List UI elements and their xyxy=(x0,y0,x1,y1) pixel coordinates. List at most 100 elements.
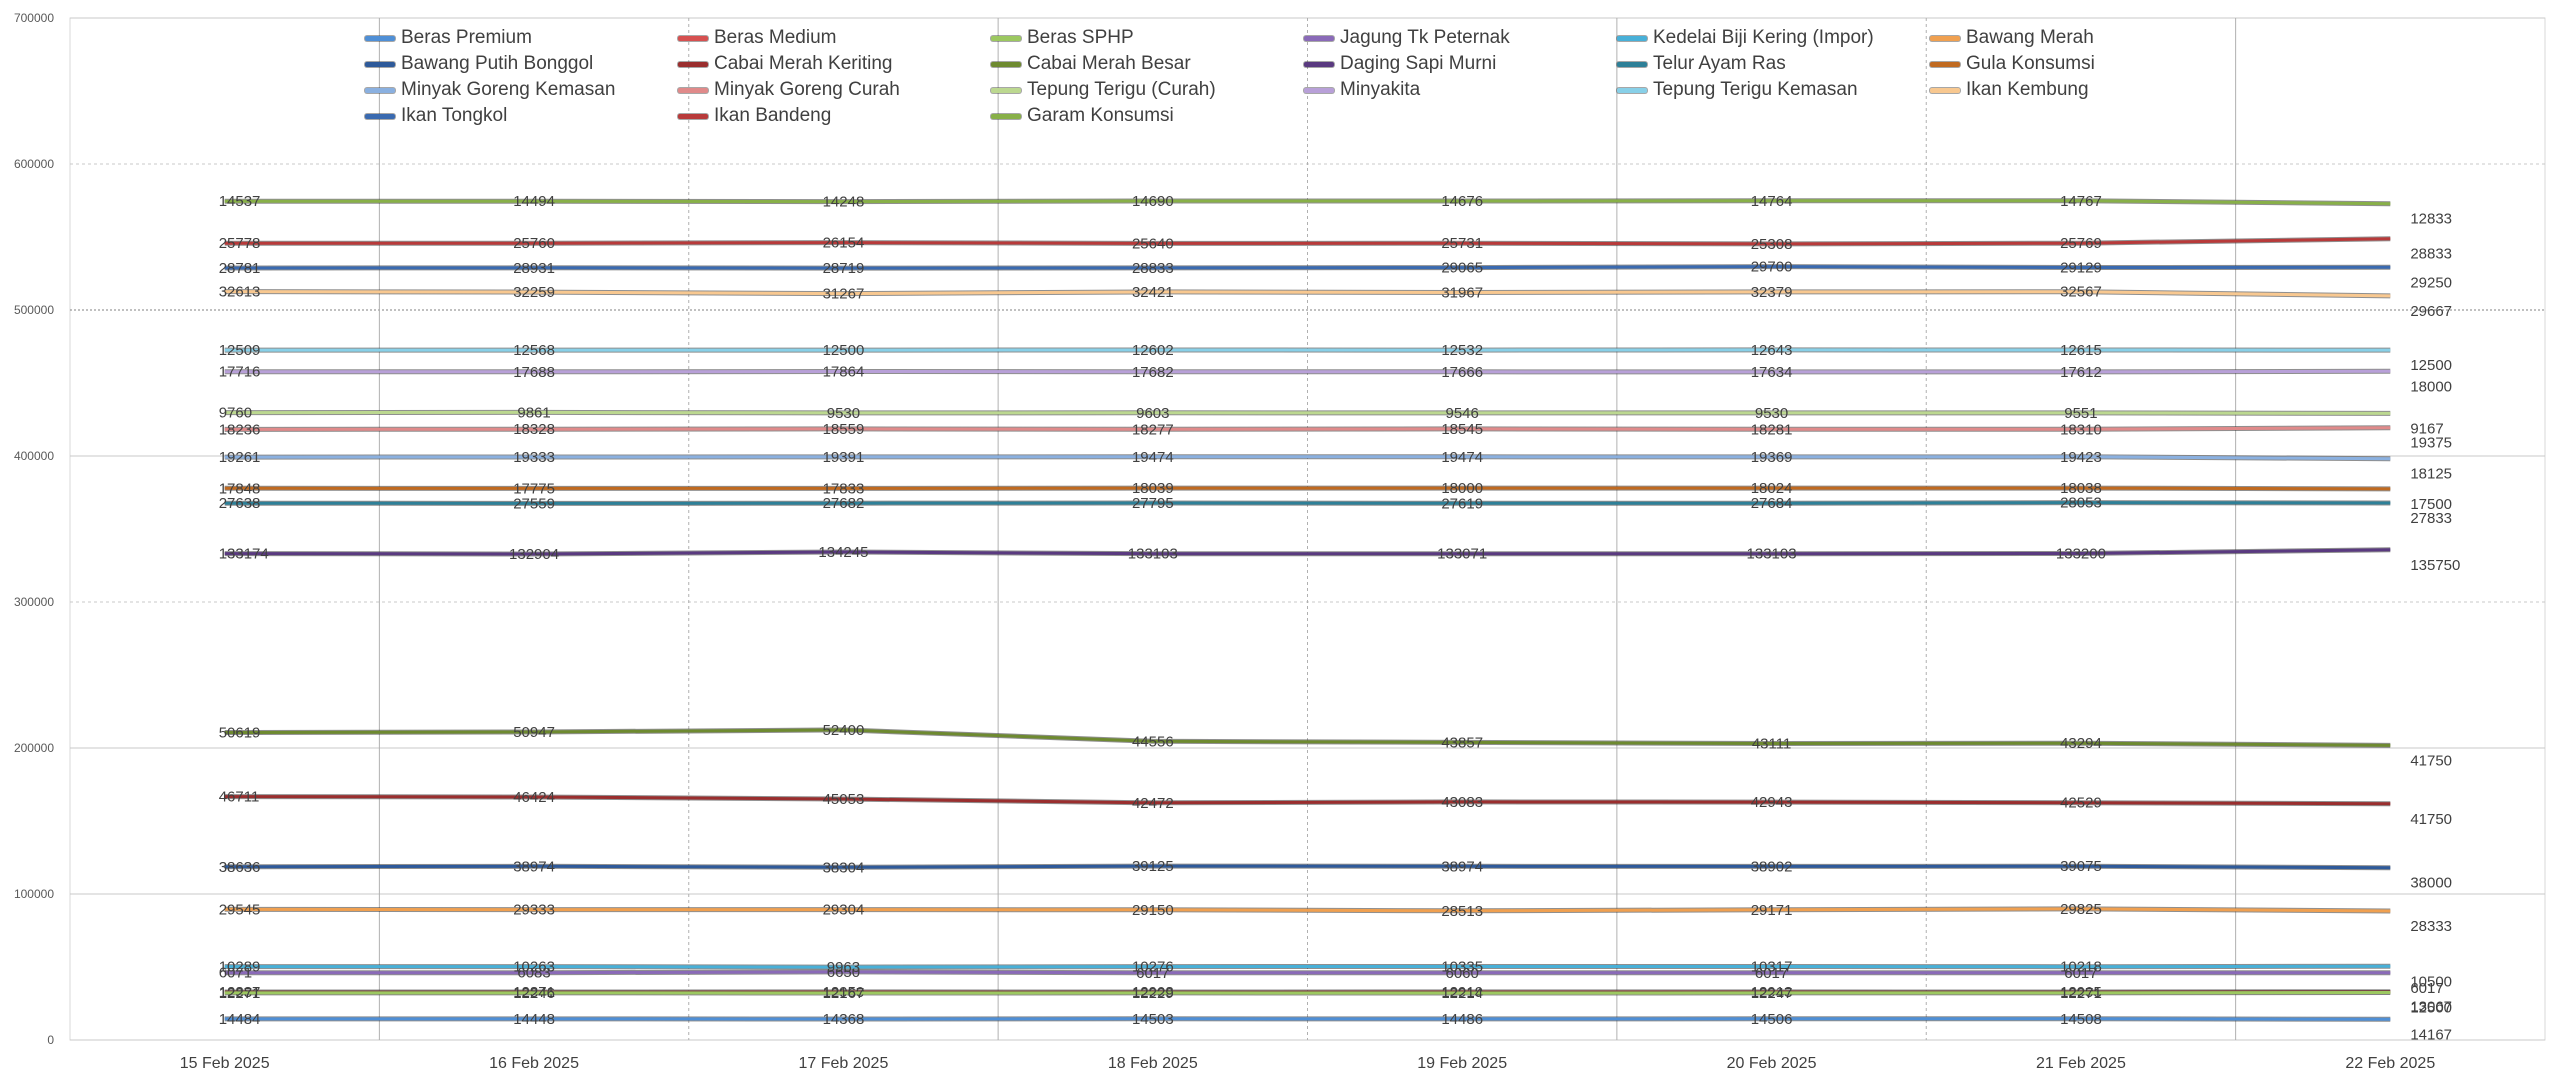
data-label: 9530 xyxy=(827,405,860,422)
data-label: 12532 xyxy=(1441,342,1483,359)
data-label: 18310 xyxy=(2060,421,2102,438)
data-label: 29250 xyxy=(2410,274,2452,291)
legend-swatch xyxy=(1617,61,1647,67)
data-label: 31267 xyxy=(823,286,865,303)
data-label: 38902 xyxy=(1751,858,1793,875)
legend-swatch xyxy=(1930,87,1960,93)
x-tick-label: 19 Feb 2025 xyxy=(1417,1055,1507,1072)
data-label: 9963 xyxy=(827,959,860,976)
data-label: 17833 xyxy=(823,480,865,497)
data-label: 19474 xyxy=(1132,449,1174,466)
data-label: 29171 xyxy=(1751,902,1793,919)
data-label: 12643 xyxy=(1751,342,1793,359)
x-tick-label: 22 Feb 2025 xyxy=(2345,1055,2435,1072)
legend-item: Cabai Merah Besar xyxy=(991,51,1191,77)
legend-swatch xyxy=(365,35,395,41)
data-label: 9551 xyxy=(2064,405,2097,422)
series-line xyxy=(224,1017,2391,1021)
legend-label: Daging Sapi Murni xyxy=(1340,53,1497,74)
data-label: 12500 xyxy=(2410,1000,2452,1017)
legend-item: Tepung Terigu Kemasan xyxy=(1617,77,1858,103)
data-label: 18545 xyxy=(1441,421,1483,438)
data-label: 12509 xyxy=(219,342,261,359)
y-tick-label: 100000 xyxy=(14,887,54,901)
legend-swatch xyxy=(991,35,1021,41)
data-label: 41750 xyxy=(2410,752,2452,769)
data-label: 18000 xyxy=(2410,378,2452,395)
data-label: 44556 xyxy=(1132,733,1174,750)
data-label: 12167 xyxy=(823,985,865,1002)
legend-label: Bawang Putih Bonggol xyxy=(401,53,594,74)
y-tick-label: 400000 xyxy=(14,449,54,463)
legend-item: Garam Konsumsi xyxy=(991,103,1174,129)
legend-label: Beras SPHP xyxy=(1027,27,1134,48)
data-label: 14690 xyxy=(1132,193,1174,210)
legend-swatch xyxy=(365,87,395,93)
legend-item: Daging Sapi Murni xyxy=(1304,51,1496,77)
data-label: 28513 xyxy=(1441,903,1483,920)
data-label: 18000 xyxy=(1441,480,1483,497)
legend-label: Beras Medium xyxy=(714,27,837,48)
legend-item: Bawang Merah xyxy=(1930,25,2094,51)
x-tick-label: 21 Feb 2025 xyxy=(2036,1055,2126,1072)
data-label: 134245 xyxy=(818,544,868,561)
data-label: 17848 xyxy=(219,480,261,497)
series-line xyxy=(224,410,2391,415)
data-label: 14506 xyxy=(1751,1011,1793,1028)
data-label: 12229 xyxy=(1132,985,1174,1002)
data-label: 6017 xyxy=(1755,965,1788,982)
legend-swatch xyxy=(991,113,1021,119)
data-label: 19261 xyxy=(219,449,261,466)
legend-item: Bawang Putih Bonggol xyxy=(365,51,593,77)
data-label: 10335 xyxy=(1441,959,1483,976)
data-label: 14484 xyxy=(219,1011,261,1028)
data-label: 9760 xyxy=(219,405,252,422)
data-label: 52400 xyxy=(823,722,865,739)
data-label: 18559 xyxy=(823,421,865,438)
data-label: 12247 xyxy=(1751,985,1793,1002)
series-line xyxy=(224,728,2391,747)
data-label: 14537 xyxy=(219,193,261,210)
data-label: 133071 xyxy=(1437,546,1487,563)
legend-item: Ikan Tongkol xyxy=(365,103,507,129)
data-label: 12615 xyxy=(2060,342,2102,359)
data-label: 29545 xyxy=(219,901,261,918)
legend-label: Ikan Kembung xyxy=(1966,79,2089,100)
data-label: 32379 xyxy=(1751,284,1793,301)
data-label: 19474 xyxy=(1441,449,1483,466)
data-label: 133103 xyxy=(1747,546,1797,563)
data-label: 25640 xyxy=(1132,235,1174,252)
y-tick-label: 300000 xyxy=(14,595,54,609)
data-label: 27638 xyxy=(219,495,261,512)
series-line xyxy=(224,991,2391,995)
data-label: 45053 xyxy=(823,791,865,808)
data-label: 28833 xyxy=(2410,246,2452,263)
data-label: 132904 xyxy=(509,546,559,563)
data-label: 19333 xyxy=(513,449,555,466)
data-label: 32567 xyxy=(2060,284,2102,301)
data-label: 32421 xyxy=(1132,284,1174,301)
data-label: 17716 xyxy=(219,364,261,381)
legend-swatch xyxy=(1304,61,1334,67)
data-label: 25760 xyxy=(513,235,555,252)
legend-label: Minyak Goreng Curah xyxy=(714,79,900,100)
x-tick-label: 17 Feb 2025 xyxy=(799,1055,889,1072)
data-label: 27682 xyxy=(823,495,865,512)
legend-swatch xyxy=(678,113,708,119)
series-line xyxy=(224,907,2391,913)
legend-item: Kedelai Biji Kering (Impor) xyxy=(1617,25,1874,51)
data-label: 17775 xyxy=(513,480,555,497)
x-tick-label: 15 Feb 2025 xyxy=(180,1055,270,1072)
data-label: 133103 xyxy=(1128,546,1178,563)
series-line xyxy=(224,486,2391,491)
legend-item: Telur Ayam Ras xyxy=(1617,51,1786,77)
data-label: 29129 xyxy=(2060,259,2102,276)
data-label: 12246 xyxy=(513,985,555,1002)
series-line xyxy=(224,964,2391,969)
data-label: 17864 xyxy=(823,364,865,381)
legend-label: Gula Konsumsi xyxy=(1966,53,2095,74)
legend-label: Cabai Merah Keriting xyxy=(714,53,893,74)
legend-swatch xyxy=(1304,87,1334,93)
legend-item: Jagung Tk Peternak xyxy=(1304,25,1510,51)
data-label: 39075 xyxy=(2060,858,2102,875)
